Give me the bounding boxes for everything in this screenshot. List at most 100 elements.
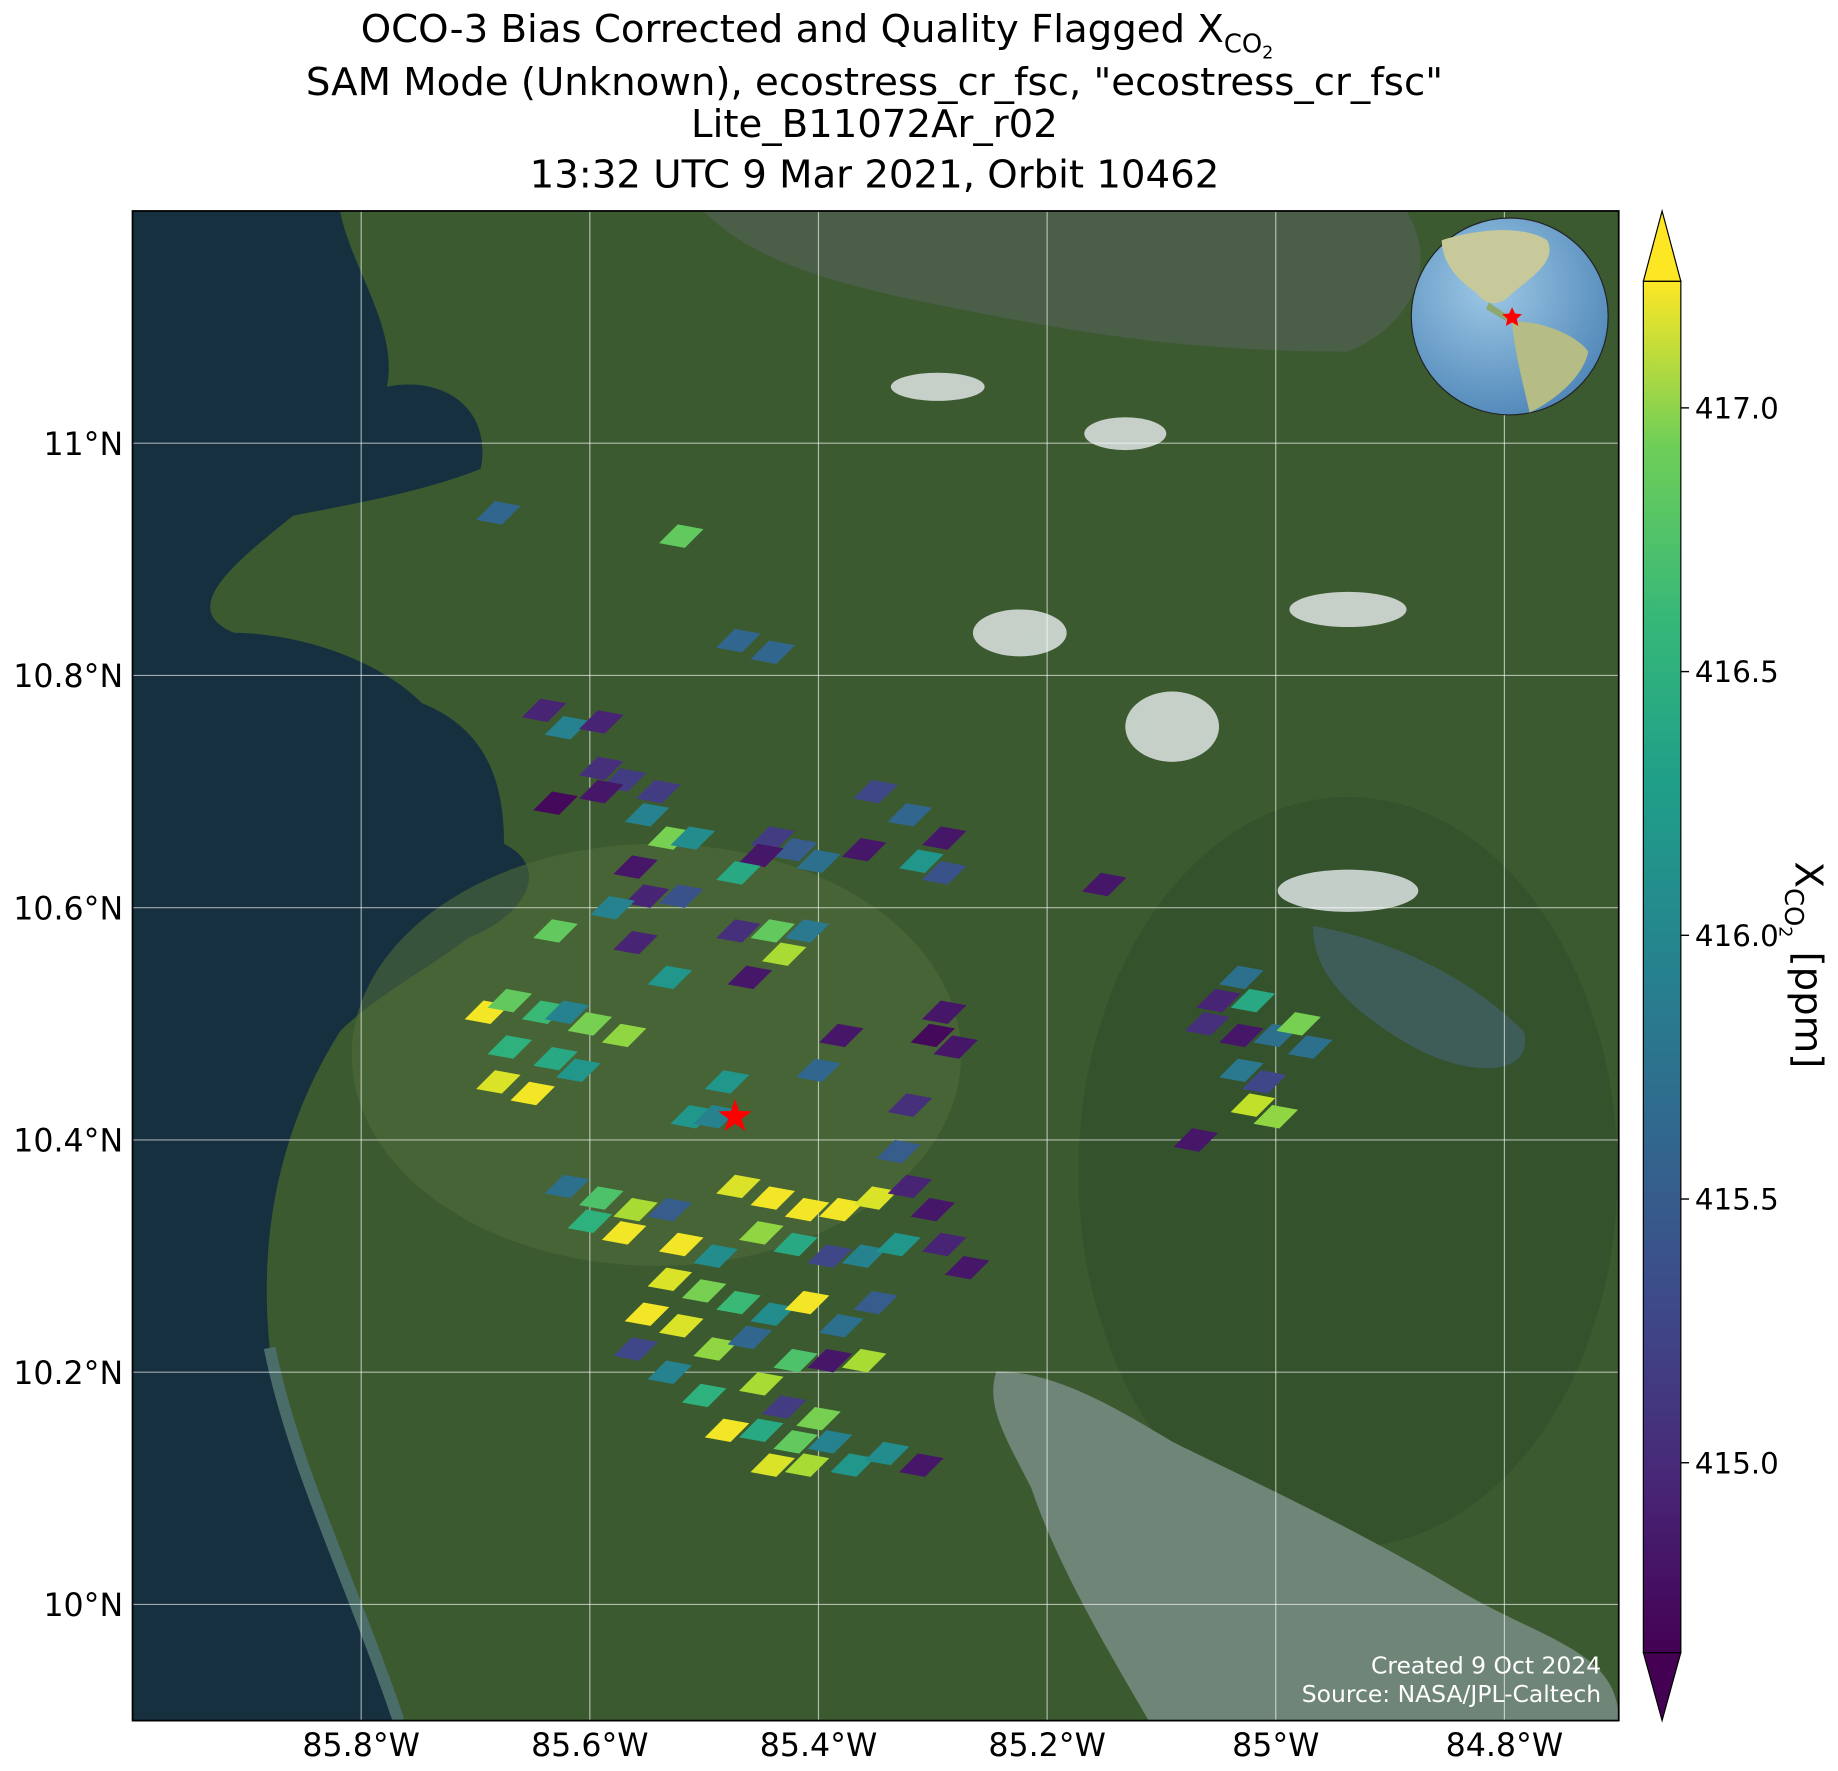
sounding — [624, 1302, 670, 1326]
sounding — [659, 1314, 704, 1338]
sounding — [544, 1000, 590, 1024]
sounding — [601, 1221, 647, 1245]
sounding — [784, 1197, 830, 1222]
sounding — [887, 803, 933, 827]
sounding — [944, 1255, 990, 1280]
sounding — [739, 1372, 784, 1396]
sounding — [487, 988, 533, 1013]
sounding — [647, 826, 693, 850]
colorbar-label: XCO2 [ppm] — [1774, 861, 1830, 1068]
sounding — [544, 716, 590, 740]
sounding — [1219, 965, 1264, 990]
sounding — [533, 791, 578, 815]
sounding — [910, 1023, 956, 1048]
sounding — [750, 1186, 796, 1210]
sounding — [716, 919, 761, 943]
sounding — [567, 1012, 613, 1036]
sounding — [613, 1337, 658, 1361]
sounding — [864, 1441, 910, 1466]
sounding — [773, 1430, 818, 1454]
sounding — [796, 849, 841, 873]
colorbar-label-x: X — [1786, 861, 1831, 887]
colorbar-tick-label: 416.0 — [1695, 919, 1779, 953]
basemap — [132, 210, 1619, 1721]
sounding — [693, 1244, 738, 1268]
sounding — [921, 1000, 967, 1024]
sounding — [647, 1267, 693, 1292]
sounding — [899, 1453, 944, 1477]
sounding — [773, 1232, 818, 1257]
sounding — [487, 1035, 533, 1059]
sounding — [796, 1406, 841, 1431]
colorbar-label-digit: 2 — [1774, 926, 1794, 937]
sounding — [659, 524, 704, 548]
y-tick-label: 11°N — [43, 427, 123, 463]
target-star — [718, 1099, 752, 1131]
subtitle: SAM Mode (Unknown), ecostress_cr_fsc, "e… — [306, 60, 1443, 105]
sounding — [670, 1105, 715, 1129]
sounding — [841, 1244, 887, 1268]
x-tick-label: 85.2°W — [988, 1728, 1106, 1764]
sounding — [899, 849, 944, 873]
subtitle: 13:32 UTC 9 Mar 2021, Orbit 10462 — [530, 153, 1220, 198]
sounding — [613, 1197, 658, 1222]
sounding — [830, 1453, 876, 1477]
y-tick-label: 10.4°N — [13, 1124, 123, 1160]
x-tick-label: 85.6°W — [531, 1728, 649, 1764]
annotation: Source: NASA/JPL-Caltech — [1302, 1680, 1601, 1708]
sounding — [761, 942, 807, 966]
colorbar-extend-max — [1642, 208, 1682, 282]
colorbar-tick-label: 417.0 — [1695, 391, 1779, 425]
sounding — [716, 1290, 761, 1315]
x-tick-label: 85.4°W — [760, 1728, 878, 1764]
y-tick-label: 10.8°N — [13, 659, 123, 695]
sounding — [1230, 1093, 1276, 1117]
sounding — [921, 1232, 967, 1257]
sounding — [693, 1337, 738, 1361]
x-tick-label: 84.8°W — [1446, 1728, 1564, 1764]
sounding — [1196, 988, 1241, 1013]
colorbar-tick-label: 415.0 — [1695, 1446, 1779, 1480]
sounding — [578, 1186, 624, 1210]
sounding — [476, 501, 521, 525]
sounding — [807, 1244, 853, 1268]
sounding — [590, 896, 635, 920]
sounding — [647, 1197, 693, 1222]
sounding — [670, 826, 715, 850]
sounding — [819, 1314, 864, 1338]
sounding — [933, 1035, 978, 1059]
sounding — [1230, 988, 1276, 1013]
sounding — [578, 779, 624, 804]
title-subscript-digit: 2 — [1262, 44, 1273, 64]
sounding — [739, 843, 784, 868]
sounding — [533, 919, 578, 943]
sounding — [647, 965, 693, 990]
x-tick-label: 85°W — [1232, 1728, 1319, 1764]
sounding — [750, 1453, 796, 1477]
colorbar-label-subscript: CO — [1778, 888, 1808, 926]
sounding — [750, 1302, 796, 1326]
sounding — [681, 1279, 727, 1303]
sounding — [636, 779, 681, 804]
sounding — [773, 1348, 818, 1373]
sounding — [544, 1174, 590, 1199]
sounding — [613, 930, 658, 955]
colorbar — [1643, 281, 1681, 1653]
sounding — [750, 826, 796, 850]
sounding — [853, 779, 898, 804]
sounding — [910, 1197, 956, 1222]
subtitle: Lite_B11072Ar_r02 — [691, 102, 1058, 147]
sounding — [647, 1360, 693, 1384]
sounding — [784, 1290, 830, 1315]
sounding — [1219, 1058, 1264, 1083]
colorbar-frame — [1642, 280, 1682, 1654]
sounding — [624, 884, 670, 908]
sounding — [693, 1105, 738, 1129]
annotation: Created 9 Oct 2024 — [1371, 1652, 1601, 1680]
sounding — [784, 919, 830, 943]
sounding — [578, 756, 624, 781]
sounding — [681, 1383, 727, 1408]
colorbar-extend-min — [1642, 1652, 1682, 1723]
colorbar-tick-label: 415.5 — [1695, 1183, 1779, 1217]
sounding — [567, 1209, 613, 1233]
